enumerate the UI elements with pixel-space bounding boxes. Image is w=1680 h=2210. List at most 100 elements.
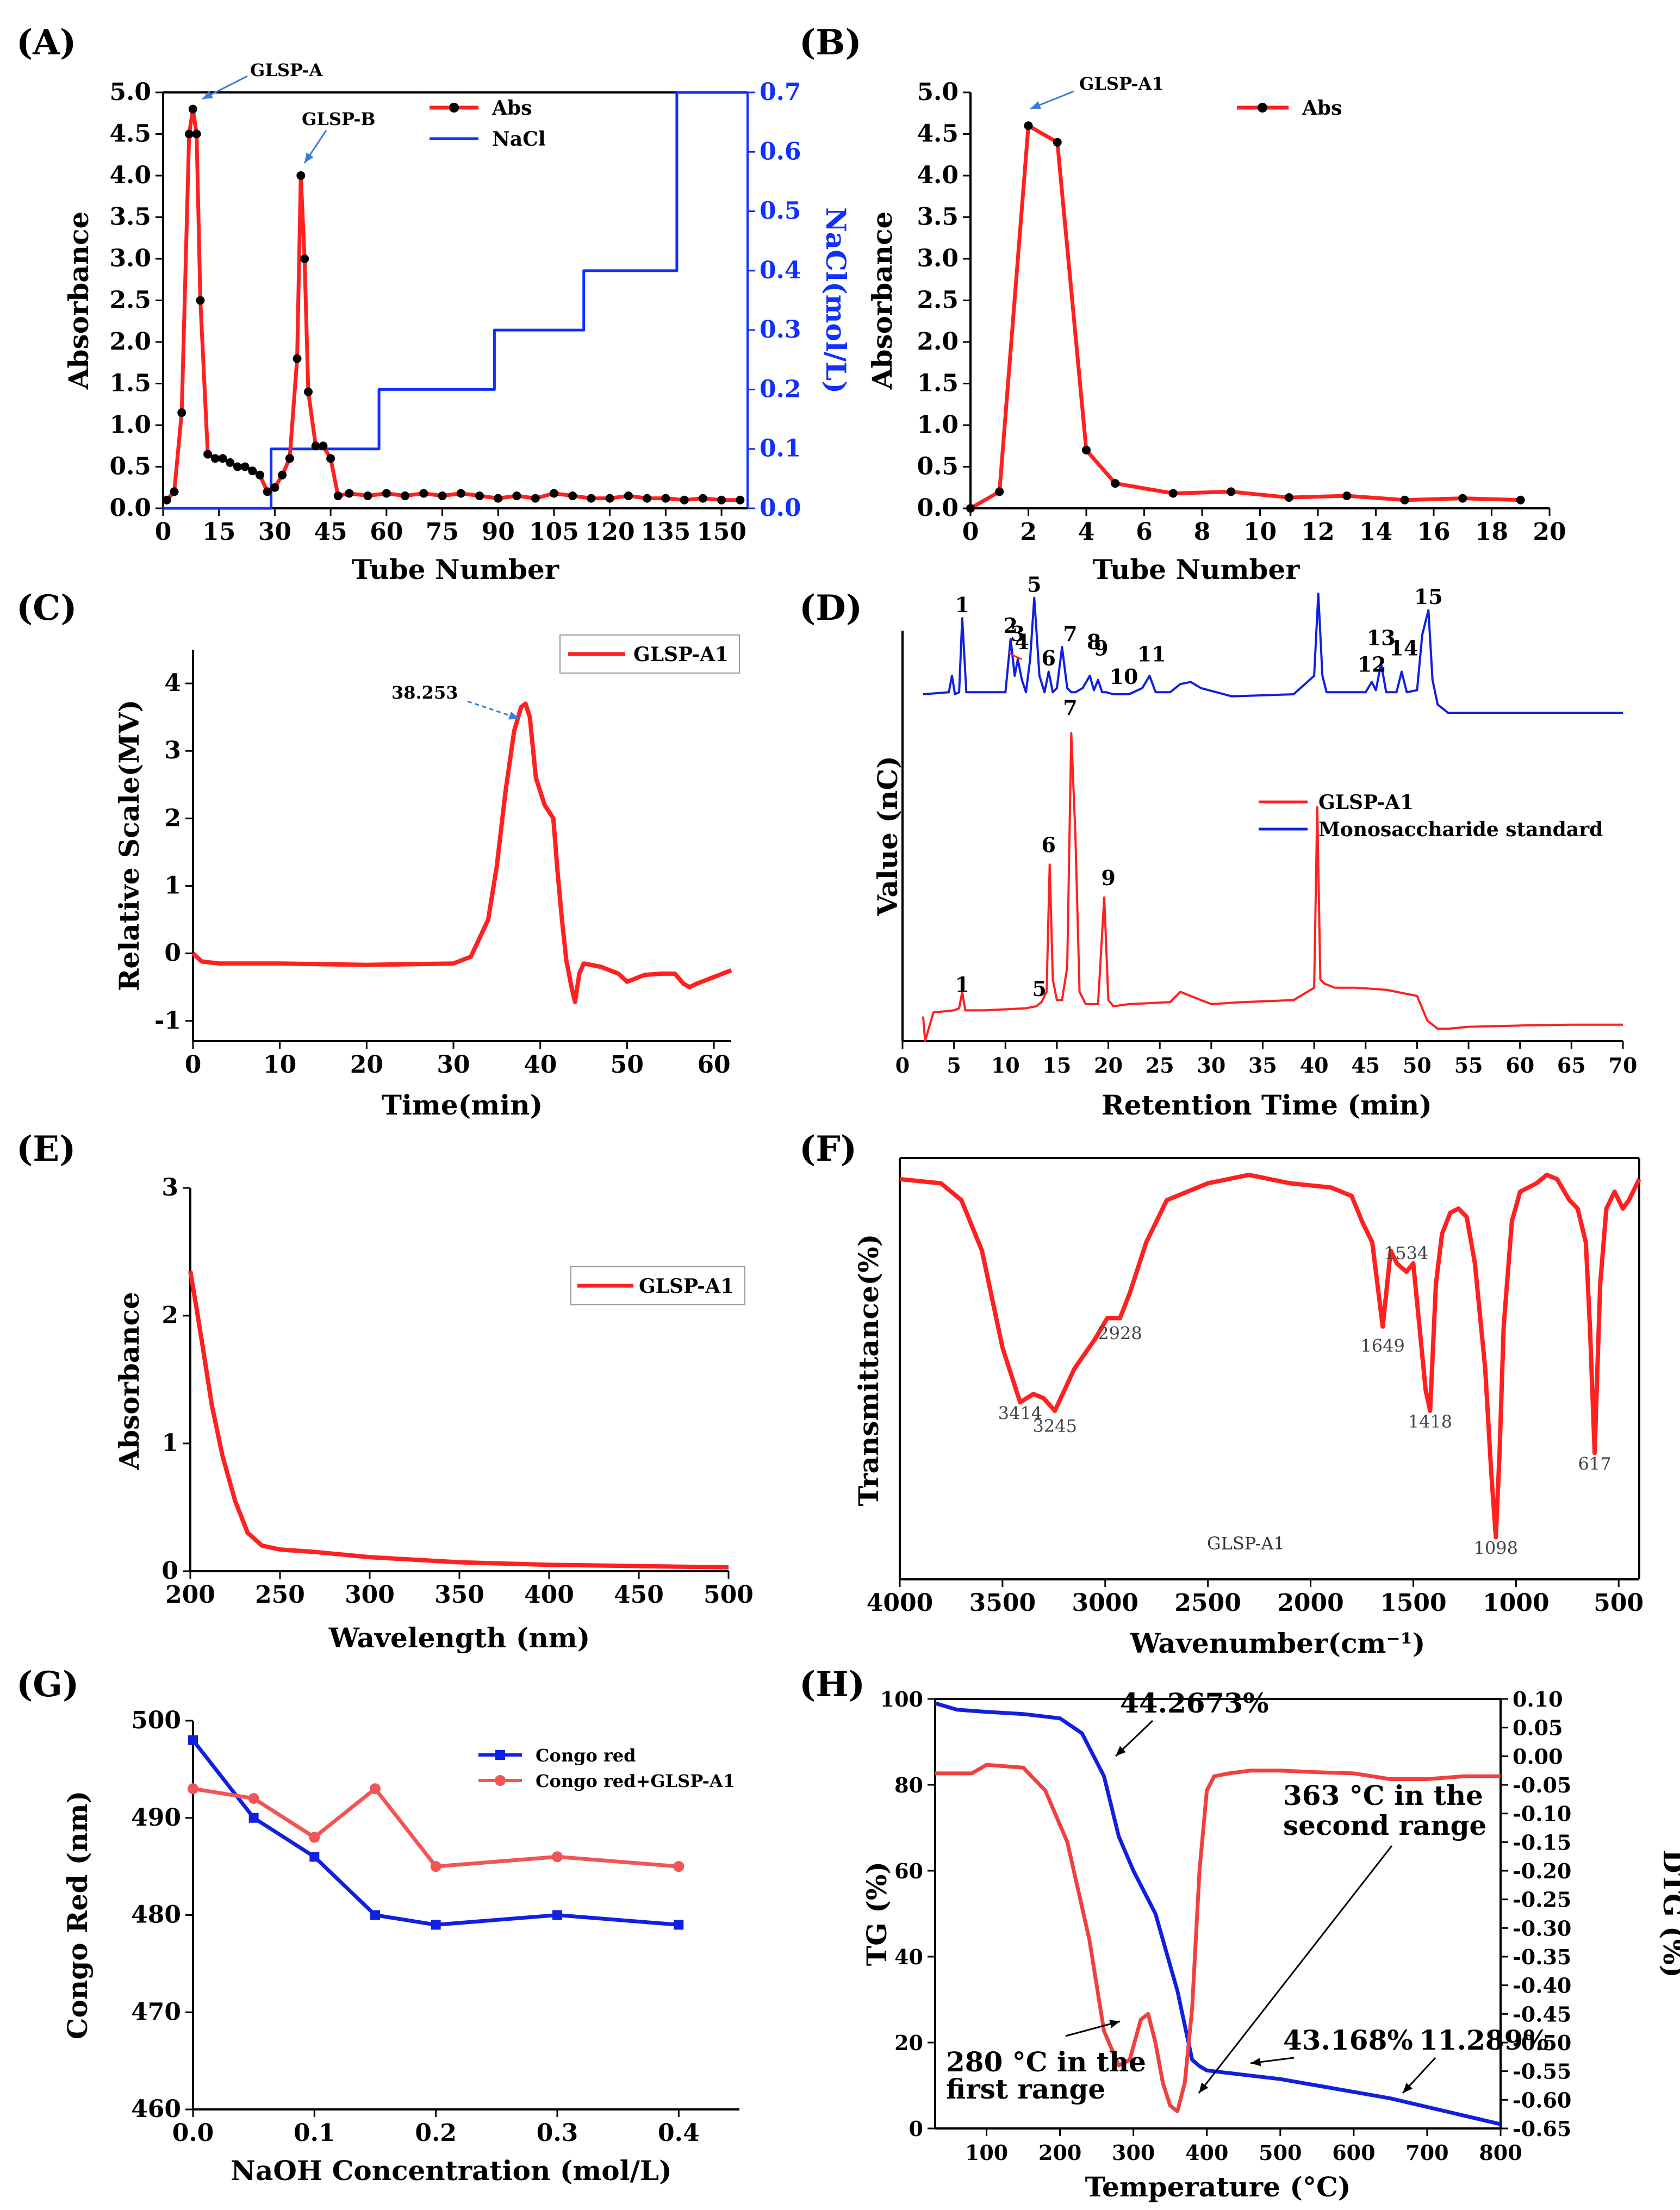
x-axis-title: Tube Number	[1092, 553, 1300, 586]
x-tick-label: 600	[1332, 2140, 1375, 2165]
congo-red-glsp-a1-data-point	[309, 1832, 320, 1843]
y2-tick-label: -0.50	[1513, 2031, 1571, 2055]
y-axis-title: Absorbance	[113, 1292, 145, 1471]
y2-tick-label: 0.10	[1513, 1687, 1563, 1711]
x-tick-label: 10	[263, 1051, 296, 1079]
annotation-line-363-b: second range	[1283, 1809, 1486, 1841]
y-tick-label: 2	[161, 1302, 178, 1329]
abs-data-point	[661, 494, 670, 503]
peak-label-standard: 7	[1063, 621, 1077, 646]
chart-panel-f: 4000 3500 3000 2500 2000 1500 1000 500 Wavenumbe…	[853, 1157, 1644, 1659]
congo-red-data-point	[552, 1910, 562, 1920]
abs-data-point	[188, 104, 197, 114]
y-tick-label: 5.0	[917, 78, 959, 106]
congo-red-data-point	[188, 1735, 198, 1745]
annotation-arrow-363	[1198, 1845, 1393, 2094]
abs-data-point	[494, 494, 503, 503]
panel-label-e: (E)	[16, 1129, 76, 1169]
legend-label-glsp-a1: GLSP-A1	[1318, 791, 1414, 814]
tg-series-line	[935, 1701, 1501, 2126]
peak-label-sample: 9	[1101, 866, 1115, 890]
abs-series-line	[969, 123, 1521, 511]
peak-label-standard: 5	[1027, 572, 1041, 596]
peak-label-sample: 6	[1042, 833, 1056, 857]
x-tick-label: 50	[1403, 1053, 1432, 1078]
peak-label-sample: 7	[1063, 695, 1077, 720]
abs-data-point	[736, 495, 745, 505]
annotation-arrow-loss-3-head	[1403, 2083, 1413, 2093]
peak-label-standard: 2	[1004, 613, 1018, 638]
x-tick-label: 350	[434, 1581, 484, 1609]
y-tick-label: 0.5	[917, 453, 959, 481]
legend-marker-congo-red	[495, 1750, 505, 1760]
y-tick-label: -1	[154, 1007, 181, 1035]
y-tick-label: 3	[164, 737, 181, 764]
abs-data-point	[456, 489, 465, 498]
annotation-tg-loss-3: 11.289%	[1419, 2024, 1549, 2056]
abs-data-point	[218, 454, 227, 463]
abs-data-point	[1082, 445, 1091, 455]
x-tick-label: 10	[991, 1053, 1020, 1078]
abs-data-point	[587, 494, 596, 503]
peak-label-standard: 6	[1042, 646, 1056, 670]
y-tick-label: 460	[131, 2095, 181, 2123]
x-tick-label: 0.4	[658, 2119, 700, 2147]
annotation-glsp-b: GLSP-B	[302, 109, 376, 129]
congo-red-series-line	[191, 1739, 679, 1927]
x-tick-label: 40	[1300, 1053, 1329, 1078]
x-tick-label: 15	[202, 518, 235, 546]
y-tick-label: 20	[894, 2031, 923, 2055]
y2-tick-label: -0.05	[1513, 1773, 1571, 1797]
congo-red-data-point	[248, 1813, 259, 1823]
y-tick-label: 1.5	[109, 370, 151, 397]
x-tick-label: 250	[255, 1581, 305, 1609]
abs-data-point	[698, 494, 707, 503]
y-tick-label: 5.0	[109, 78, 151, 106]
y2-tick-label: 0.00	[1513, 1744, 1563, 1769]
x-tick-label: 500	[1594, 1589, 1644, 1617]
abs-data-point	[1284, 493, 1293, 502]
x-tick-label: 4	[1078, 518, 1095, 546]
peak-label-standard: 15	[1414, 584, 1443, 609]
y-tick-label: 1.0	[917, 411, 959, 439]
y-tick-label: 0.5	[109, 453, 151, 481]
peak-label-standard: 9	[1094, 636, 1108, 660]
annotation-tg-loss-1: 44.2673%	[1120, 1687, 1269, 1719]
annotation-arrow-loss-2-head	[1250, 2057, 1261, 2066]
panel-label-g: (G)	[16, 1664, 79, 1705]
x-tick-label: 450	[614, 1581, 664, 1609]
y2-tick-label: -0.30	[1513, 1916, 1571, 1940]
y-tick-label: 2.5	[917, 287, 959, 314]
congo-red-glsp-a1-data-point	[248, 1793, 259, 1804]
abs-data-point	[1516, 495, 1525, 505]
y-tick-label: 3	[161, 1174, 178, 1202]
y2-tick-label: 0.5	[760, 197, 801, 225]
x-tick-label: 18	[1475, 518, 1508, 546]
x-tick-label: 2	[1020, 518, 1037, 546]
y-axis-title: Relative Scale(MV)	[113, 700, 145, 991]
x-tick-label: 700	[1405, 2140, 1448, 2165]
abs-data-point	[1053, 138, 1062, 147]
legend-label-abs: Abs	[491, 97, 532, 120]
x-tick-label: 65	[1557, 1053, 1586, 1078]
chart-panel-b: 0 2 4 6 8 10 12 14 16 18 20 0.0 0.5 1.0 1.5 2.0 2.5 3.0 3.…	[866, 73, 1566, 586]
y-tick-label: 3.5	[109, 203, 151, 231]
abs-data-point	[401, 491, 410, 501]
y-axis-title: Value (nC)	[872, 756, 904, 917]
abs-data-point	[300, 254, 309, 263]
abs-data-point	[248, 466, 257, 476]
y2-tick-label: 0.05	[1513, 1716, 1563, 1740]
abs-data-point	[605, 494, 614, 503]
annotation-arrow-glsp-a-head	[202, 90, 213, 99]
abs-data-point	[319, 441, 328, 451]
x-tick-label: 0.3	[537, 2119, 578, 2147]
peak-label-standard: 1	[955, 593, 969, 617]
y2-tick-label: 0.0	[760, 494, 801, 522]
y-tick-label: 0	[909, 2116, 923, 2141]
peak-label-standard: 13	[1367, 625, 1396, 650]
x-tick-label: 150	[696, 518, 746, 546]
legend-box	[559, 634, 740, 674]
abs-data-point	[512, 491, 521, 501]
x-tick-label: 60	[1505, 1053, 1534, 1078]
